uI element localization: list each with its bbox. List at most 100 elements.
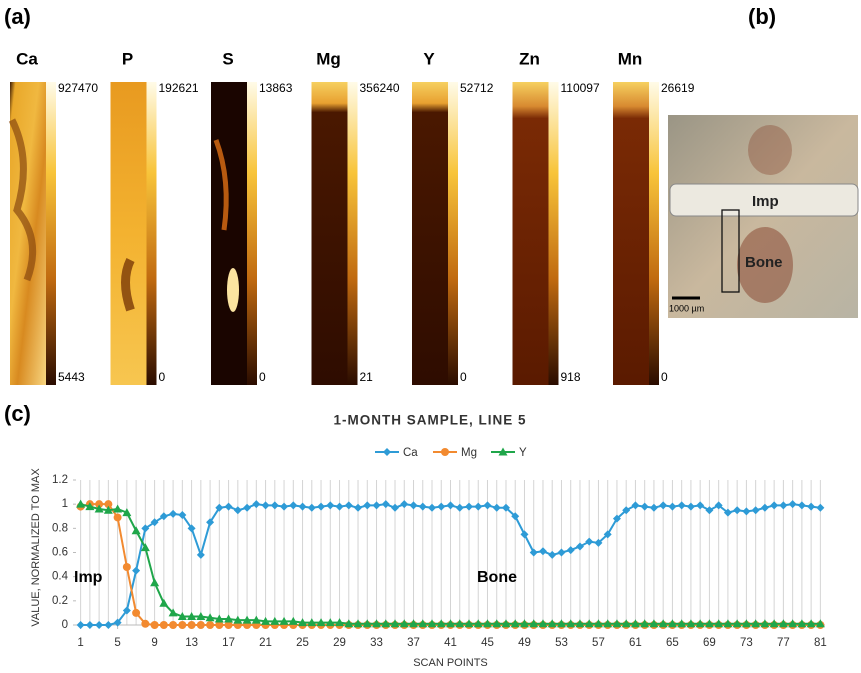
- point: [584, 619, 594, 628]
- point: [409, 619, 419, 628]
- point: [741, 619, 751, 628]
- point: [566, 619, 576, 628]
- point: [547, 619, 557, 628]
- point: [159, 512, 168, 521]
- y-tick-label: 0: [62, 619, 68, 631]
- point: [317, 502, 326, 511]
- point: [492, 503, 501, 512]
- point: [714, 619, 724, 628]
- point: [233, 506, 242, 515]
- point: [464, 502, 473, 511]
- point: [686, 502, 695, 511]
- point: [529, 548, 538, 557]
- point: [556, 619, 566, 628]
- point: [733, 506, 742, 515]
- point: [723, 619, 733, 628]
- point: [381, 500, 390, 509]
- point: [788, 500, 797, 509]
- x-tick-label: 29: [333, 637, 346, 649]
- colorbar-min: 0: [259, 370, 266, 384]
- x-tick-label: 61: [629, 637, 642, 649]
- y-axis-label: VALUE, NORMALIZED TO MAX: [30, 468, 42, 627]
- x-tick-label: 9: [151, 637, 157, 649]
- point: [344, 619, 354, 628]
- point: [280, 502, 289, 511]
- point: [354, 503, 363, 512]
- point: [585, 537, 594, 546]
- point: [279, 616, 289, 625]
- point: [446, 619, 455, 628]
- photo-label: Imp: [752, 193, 779, 210]
- point: [399, 619, 409, 628]
- point: [464, 619, 474, 628]
- point: [242, 615, 252, 624]
- point: [270, 501, 279, 510]
- annotation: Bone: [477, 569, 517, 586]
- point: [455, 503, 464, 512]
- point: [122, 508, 132, 517]
- photo-stain: [748, 125, 792, 175]
- point: [251, 615, 261, 624]
- point: [483, 501, 492, 510]
- point: [325, 618, 335, 627]
- scan-box: [721, 209, 740, 293]
- point: [603, 530, 612, 539]
- point: [704, 619, 714, 628]
- point: [270, 616, 280, 625]
- x-tick-label: 77: [777, 637, 790, 649]
- point: [178, 621, 187, 629]
- point: [214, 614, 224, 623]
- photo-label: Bone: [745, 254, 783, 271]
- point: [215, 621, 224, 629]
- point: [769, 619, 779, 628]
- point: [649, 503, 658, 512]
- point: [677, 501, 686, 510]
- point: [390, 619, 400, 628]
- x-tick-label: 17: [222, 637, 235, 649]
- point: [640, 619, 650, 628]
- colorbar: [649, 82, 659, 385]
- colorbar-min: 0: [460, 370, 467, 384]
- point: [381, 619, 391, 628]
- point: [372, 619, 382, 628]
- point: [196, 550, 205, 559]
- point: [696, 501, 705, 510]
- point: [575, 542, 584, 551]
- point: [621, 619, 631, 628]
- element-map: [613, 82, 649, 385]
- point: [538, 547, 547, 556]
- point: [482, 619, 492, 628]
- point: [289, 501, 298, 510]
- y-tick-label: 0.8: [52, 522, 68, 534]
- x-tick-label: 33: [370, 637, 383, 649]
- element-map: [512, 82, 549, 385]
- point: [243, 503, 252, 512]
- point: [732, 619, 742, 628]
- point: [187, 621, 196, 629]
- chart-title: 1-MONTH SAMPLE, LINE 5: [333, 413, 526, 428]
- legend-label: Y: [519, 447, 527, 459]
- x-tick-label: 25: [296, 637, 309, 649]
- colorbar-max: 13863: [259, 81, 293, 95]
- x-tick-label: 81: [814, 637, 827, 649]
- point: [668, 502, 677, 511]
- point: [760, 503, 769, 512]
- point: [261, 501, 270, 510]
- panel-label: (a): [4, 4, 31, 29]
- legend-marker: [441, 448, 449, 456]
- point: [705, 506, 714, 515]
- point: [178, 511, 187, 520]
- panel-label: (b): [748, 4, 776, 29]
- point: [612, 619, 622, 628]
- point: [215, 503, 224, 512]
- point: [622, 506, 631, 515]
- point: [667, 619, 677, 628]
- point: [298, 502, 307, 511]
- point: [501, 503, 510, 512]
- point: [400, 500, 409, 509]
- point: [122, 606, 131, 615]
- point: [751, 619, 761, 628]
- colorbar: [448, 82, 458, 385]
- point: [631, 501, 640, 510]
